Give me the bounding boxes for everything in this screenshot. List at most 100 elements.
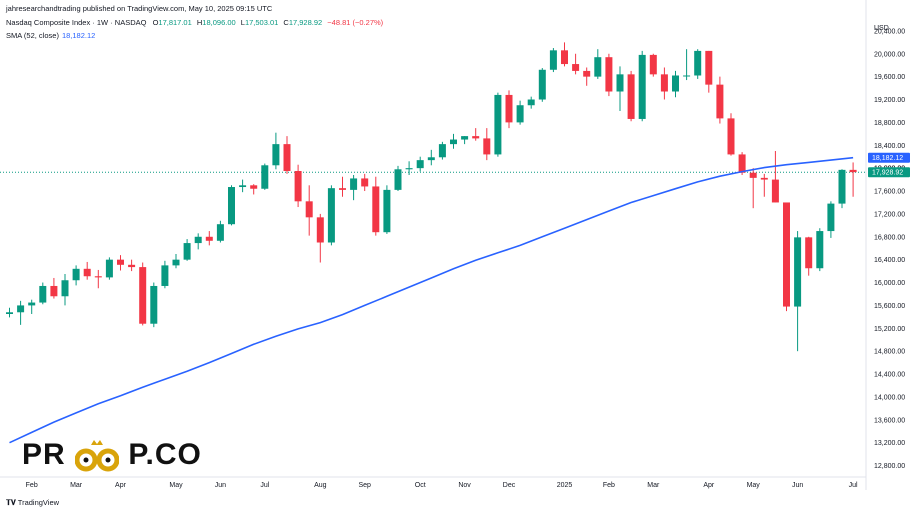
candle-body: [361, 178, 369, 187]
candle[interactable]: [794, 231, 802, 352]
candle[interactable]: [6, 307, 13, 318]
candle[interactable]: [805, 236, 813, 276]
candle[interactable]: [849, 162, 857, 197]
candle[interactable]: [383, 185, 391, 234]
candle[interactable]: [594, 49, 602, 79]
candle[interactable]: [294, 164, 302, 208]
time-tick-label: Feb: [603, 482, 615, 489]
candle[interactable]: [438, 141, 446, 160]
candle[interactable]: [716, 76, 724, 124]
candle[interactable]: [405, 161, 413, 176]
candle[interactable]: [461, 136, 469, 145]
candle[interactable]: [50, 277, 58, 299]
candle[interactable]: [483, 128, 491, 161]
price-tick-label: 20,400.00: [874, 28, 905, 35]
candle[interactable]: [783, 202, 790, 312]
candle[interactable]: [527, 96, 535, 109]
candle[interactable]: [616, 66, 624, 111]
candle-body: [849, 169, 857, 173]
candle[interactable]: [416, 156, 424, 172]
candle-body: [438, 144, 446, 158]
candle[interactable]: [28, 299, 36, 314]
candle[interactable]: [228, 185, 235, 226]
candle[interactable]: [838, 169, 846, 209]
candle[interactable]: [627, 70, 635, 122]
candle[interactable]: [250, 184, 258, 195]
candle[interactable]: [727, 113, 735, 156]
candle[interactable]: [172, 253, 180, 269]
candle-body: [150, 285, 158, 324]
candle[interactable]: [339, 176, 346, 197]
tradingview-logo[interactable]: 𝐓𝐕 TradingView: [6, 498, 59, 508]
candle[interactable]: [771, 150, 779, 203]
candle[interactable]: [694, 49, 702, 79]
symbol-name[interactable]: Nasdaq Composite Index · 1W · NASDAQ: [6, 18, 147, 27]
candle[interactable]: [83, 261, 91, 280]
candle[interactable]: [427, 149, 435, 166]
sma-legend[interactable]: SMA (52, close) 18,182.12: [6, 31, 95, 40]
candle[interactable]: [583, 67, 591, 86]
candle[interactable]: [816, 228, 824, 272]
candle-body: [683, 75, 691, 77]
candle-body: [239, 185, 247, 188]
candle[interactable]: [183, 239, 191, 261]
time-tick-label: Jul: [849, 482, 858, 489]
candle-body: [727, 118, 735, 155]
candle[interactable]: [572, 53, 580, 75]
candle[interactable]: [372, 176, 380, 236]
candle[interactable]: [39, 282, 47, 305]
candle[interactable]: [516, 100, 524, 125]
candle[interactable]: [139, 262, 147, 326]
candle[interactable]: [305, 185, 313, 236]
candle[interactable]: [316, 213, 324, 263]
time-axis[interactable]: Feb Mar Apr May Jun Jul Aug Sep Oct Nov Dec 2025 Feb…: [26, 482, 858, 489]
candle-body: [494, 94, 502, 155]
price-axis[interactable]: 12,800.00 13,200.00 13,600.00 14,000.00 14,4…: [874, 28, 905, 470]
candle[interactable]: [283, 136, 291, 174]
candle[interactable]: [505, 90, 513, 129]
candle[interactable]: [194, 233, 202, 250]
candle[interactable]: [261, 163, 269, 190]
candle[interactable]: [361, 173, 369, 192]
candle[interactable]: [327, 185, 335, 246]
candle[interactable]: [827, 201, 835, 238]
candle[interactable]: [72, 265, 80, 286]
candle[interactable]: [638, 50, 646, 122]
sma-label: SMA (52, close): [6, 31, 59, 40]
candle[interactable]: [272, 132, 280, 170]
candle[interactable]: [683, 49, 691, 81]
candle[interactable]: [538, 68, 546, 102]
candle[interactable]: [61, 273, 69, 306]
candle[interactable]: [117, 255, 124, 271]
candle[interactable]: [216, 220, 224, 243]
candle[interactable]: [450, 133, 457, 149]
candle[interactable]: [649, 53, 657, 77]
candle[interactable]: [350, 175, 358, 201]
time-tick-label: May: [747, 482, 761, 489]
owl-eyes-icon: [75, 440, 120, 472]
candle[interactable]: [17, 300, 25, 325]
candle[interactable]: [561, 42, 568, 67]
candle[interactable]: [605, 53, 613, 97]
candle[interactable]: [105, 257, 113, 280]
candle-body: [672, 75, 679, 92]
candle[interactable]: [394, 165, 402, 192]
candle[interactable]: [161, 260, 169, 289]
candle[interactable]: [472, 128, 480, 141]
high-value: 18,096.00: [202, 18, 236, 27]
candle[interactable]: [672, 70, 679, 98]
candle[interactable]: [760, 173, 768, 197]
candle[interactable]: [94, 269, 102, 289]
candle[interactable]: [494, 92, 502, 157]
candle[interactable]: [239, 179, 247, 193]
candle-body: [61, 280, 69, 297]
candle[interactable]: [549, 48, 557, 73]
candle[interactable]: [150, 282, 158, 328]
candle[interactable]: [749, 168, 757, 209]
candle-body: [294, 171, 302, 202]
candle[interactable]: [705, 50, 713, 93]
candle[interactable]: [660, 67, 668, 100]
candle[interactable]: [128, 259, 136, 272]
candle[interactable]: [205, 231, 213, 246]
